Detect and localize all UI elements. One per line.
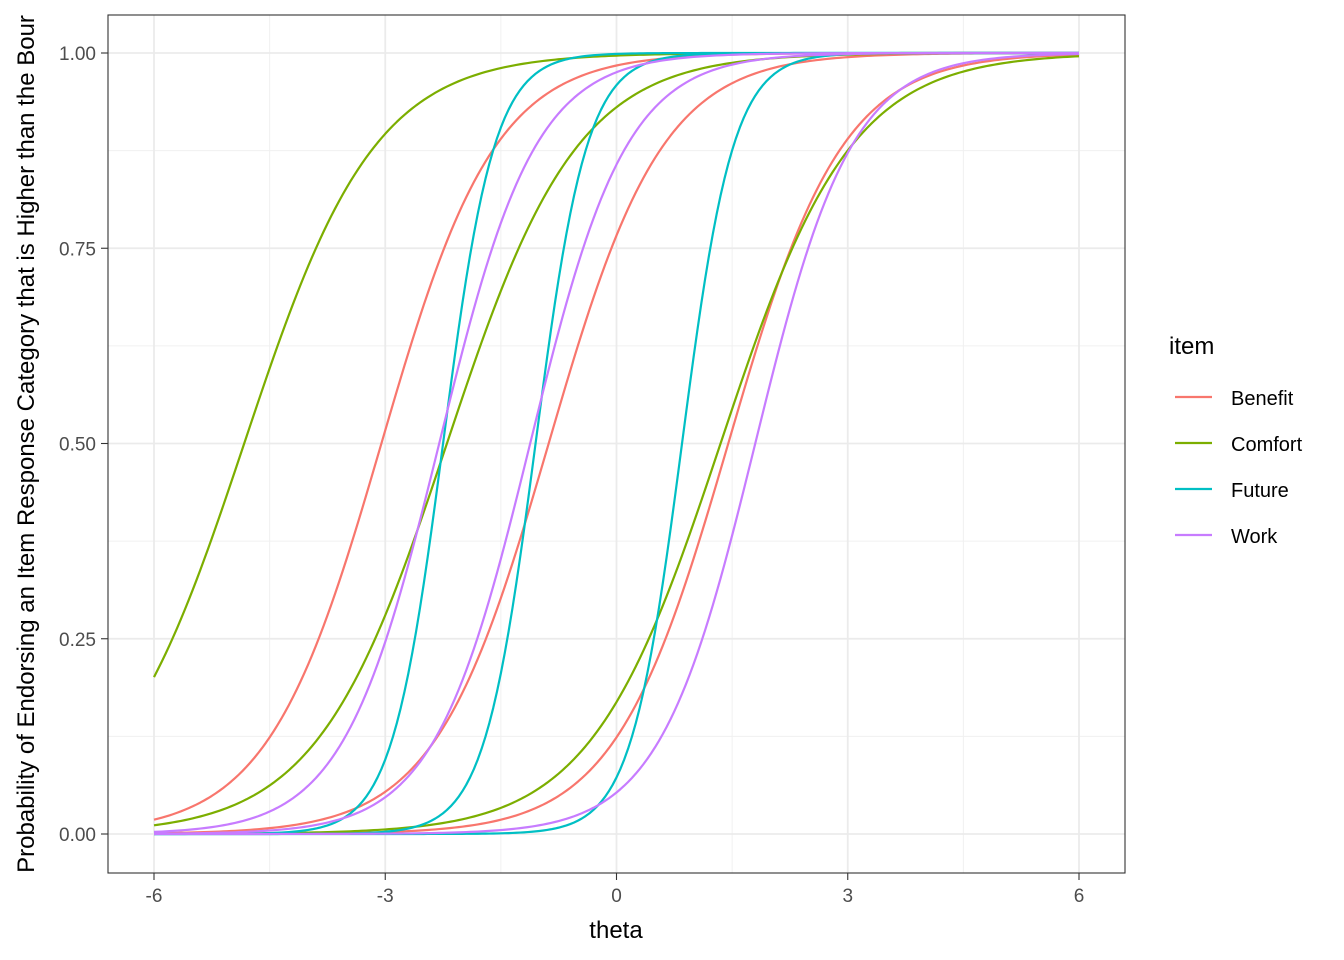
y-tick-label: 0.25 [59,630,96,651]
x-tick-label: 3 [842,886,853,907]
x-tick-label: -3 [377,886,394,907]
x-axis: -6 -3 0 3 6 [146,873,1085,907]
curve-comfort-3 [153,55,1080,835]
x-tick-label: 0 [611,886,622,907]
legend-label-future: Future [1231,480,1289,502]
legend-title: item [1169,333,1214,360]
series-curves [153,51,1080,836]
y-tick-label: 0.50 [59,435,96,456]
x-tick-label: 6 [1074,886,1085,907]
grid-major [108,15,1125,873]
y-tick-label: 1.00 [59,44,96,65]
legend-label-comfort: Comfort [1231,434,1303,456]
legend-label-benefit: Benefit [1231,388,1294,410]
legend: item Benefit Comfort Future Work [1169,333,1303,548]
y-tick-label: 0.00 [59,825,96,846]
curve-work-2 [153,51,1079,835]
curve-work-3 [154,52,1080,836]
x-tick-label: -6 [146,886,163,907]
y-axis-title: Probability of Endorsing an Item Respons… [13,15,40,873]
x-axis-title: theta [589,917,643,944]
legend-label-work: Work [1231,526,1278,548]
y-tick-label: 0.75 [59,239,96,260]
y-axis: 0.00 0.25 0.50 0.75 1.00 [59,44,108,846]
